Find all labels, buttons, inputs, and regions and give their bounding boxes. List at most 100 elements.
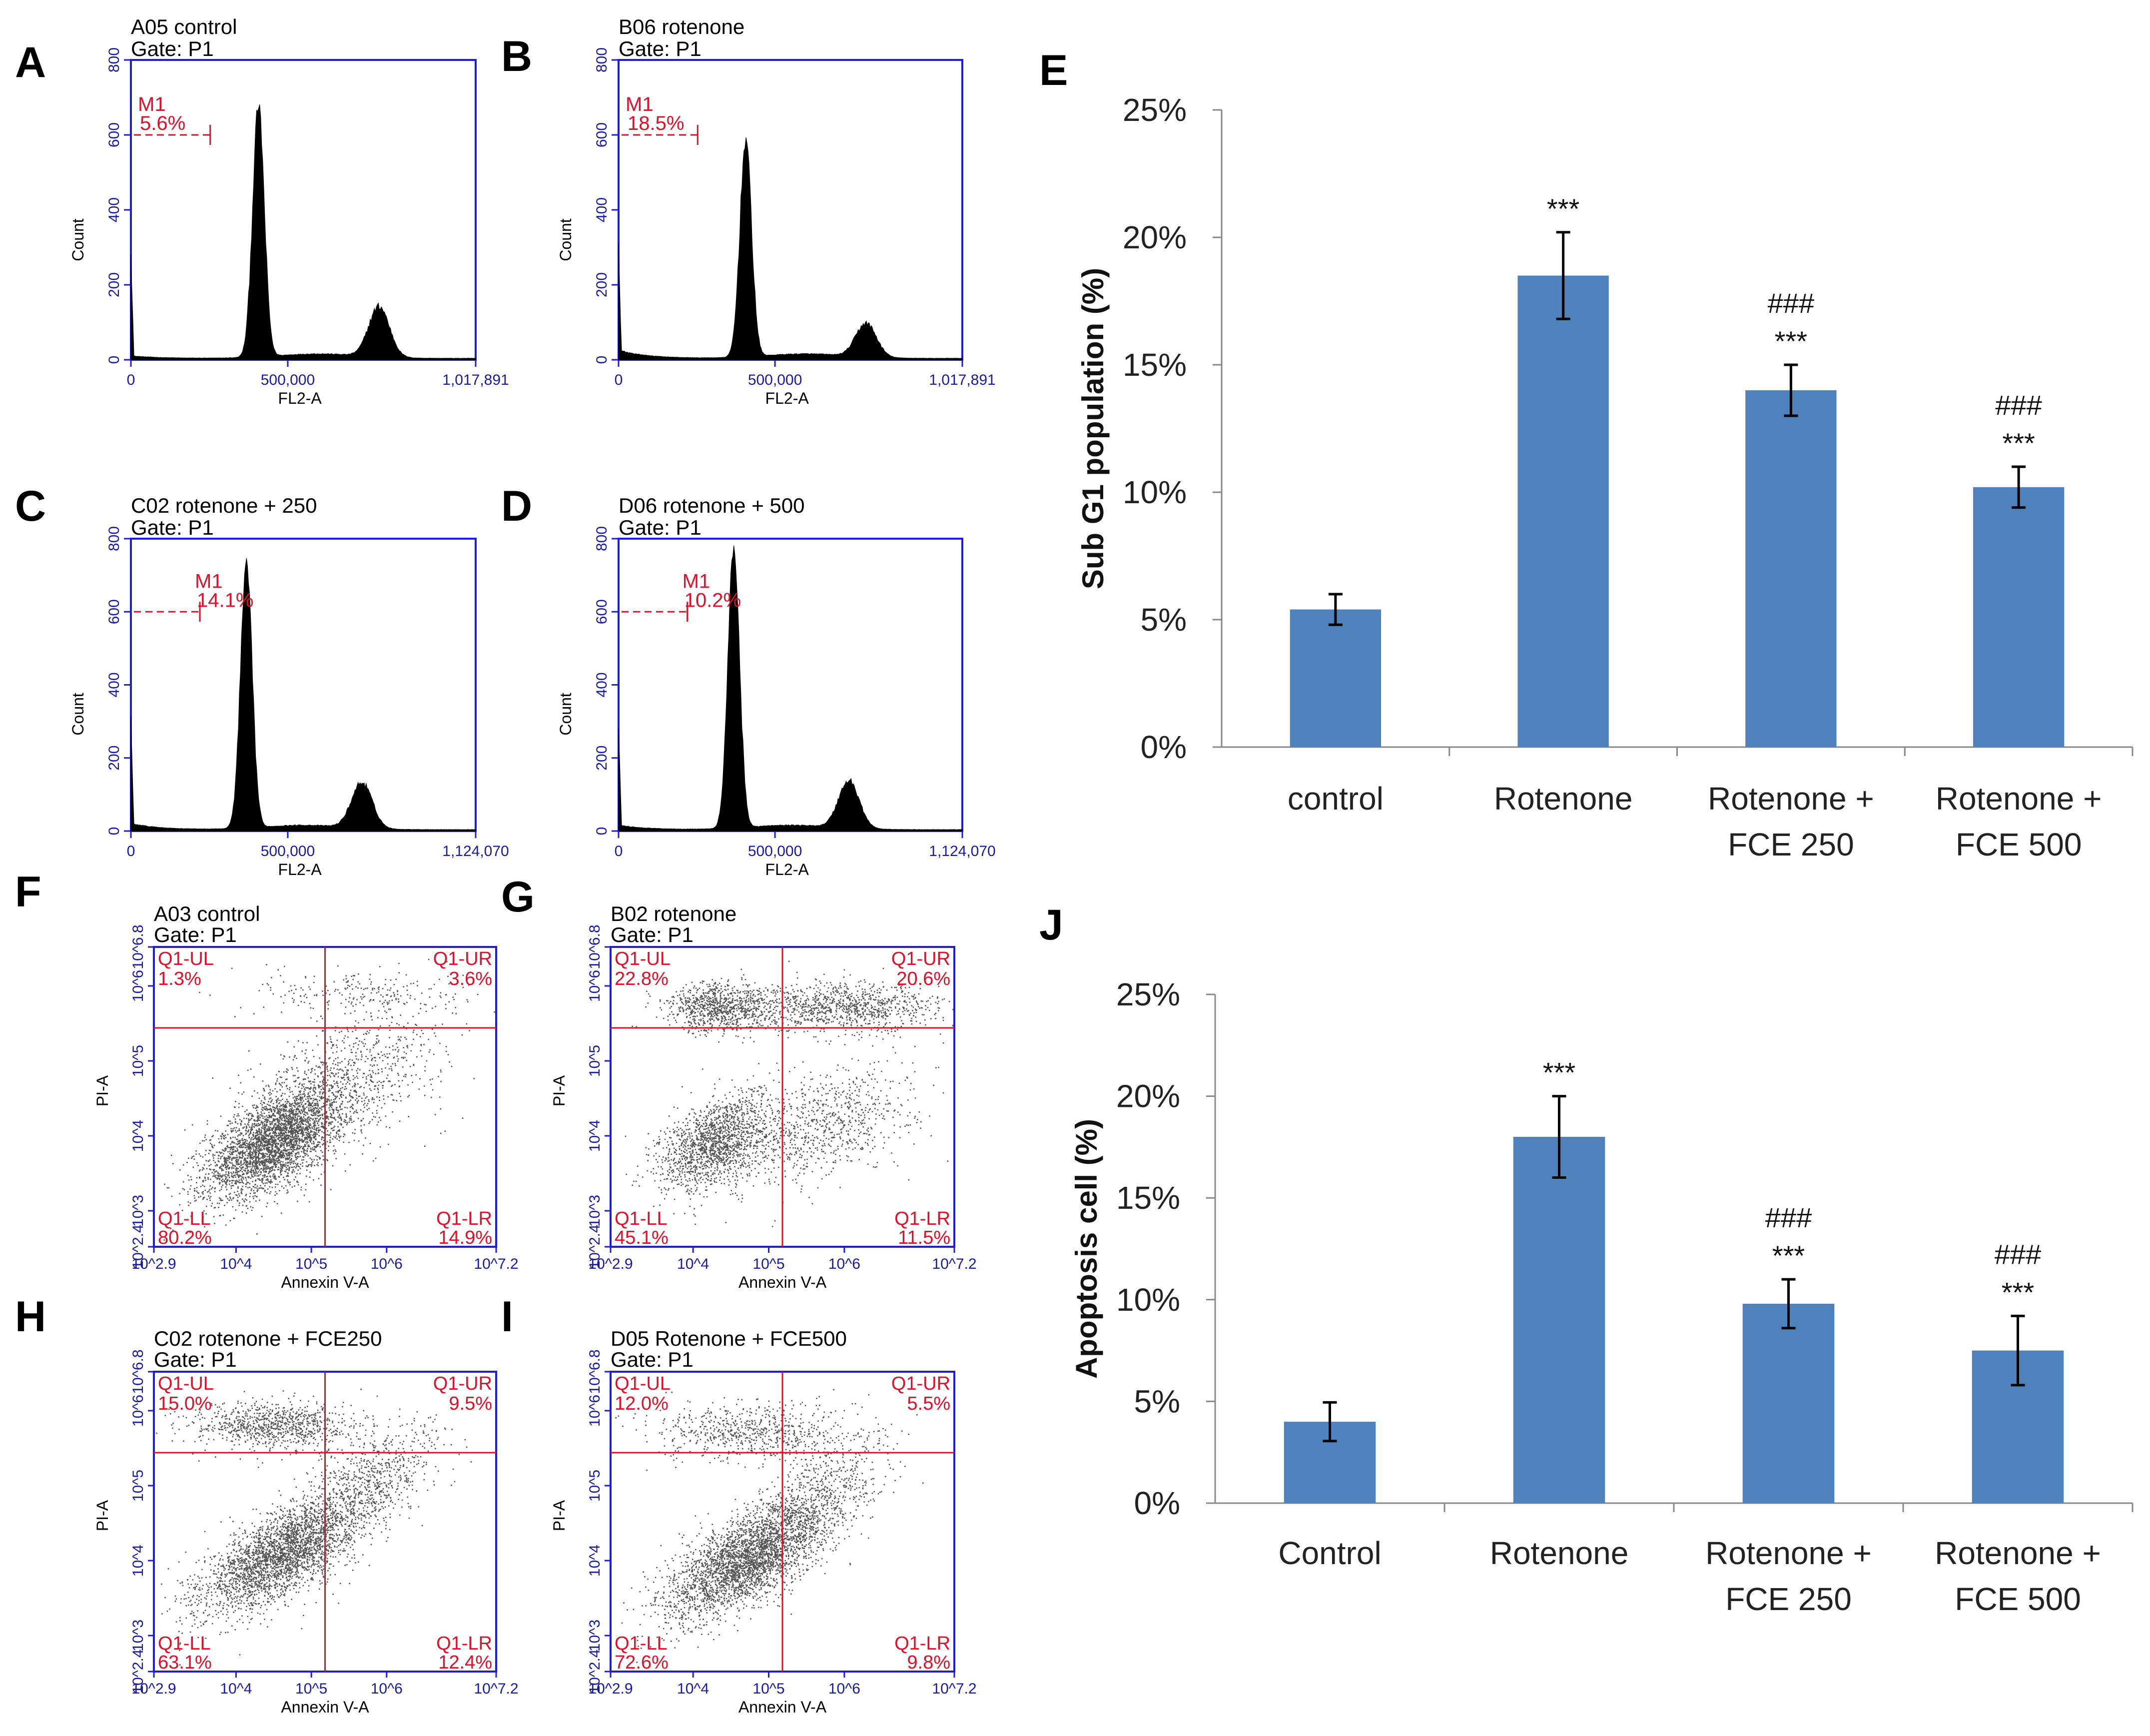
y-tick-label: 15%: [1123, 347, 1187, 383]
category-label: FCE 500: [1956, 827, 2082, 863]
x-tick-label: 10^7.2: [932, 1256, 976, 1272]
scatter-events: [625, 960, 954, 1227]
x-axis-label: Annexin V-A: [738, 1698, 827, 1716]
x-tick-label: 1,017,891: [442, 372, 509, 388]
category-label: Rotenone +: [1708, 781, 1874, 817]
y-axis-label: Count: [69, 693, 87, 736]
x-axis-label: FL2-A: [765, 861, 809, 878]
y-tick-label: 10^4: [130, 1545, 146, 1577]
y-tick-label: 25%: [1116, 976, 1180, 1012]
event-dots: [159, 958, 495, 1241]
quadrant-lr-name: Q1-LR: [894, 1208, 950, 1229]
quadrant-ur-name: Q1-UR: [433, 948, 492, 969]
event-dots: [625, 960, 954, 1227]
x-tick-label: 10^2.9: [588, 1256, 633, 1272]
category-label: FCE 250: [1725, 1581, 1852, 1617]
bar: [1745, 390, 1837, 747]
quadrant-ur-value: 3.6%: [449, 968, 492, 989]
quadrant-ll-value: 45.1%: [615, 1227, 669, 1248]
quadrant-ll-name: Q1-LL: [158, 1208, 211, 1229]
y-axis-label: Count: [557, 218, 575, 261]
quadrant-ur-name: Q1-UR: [891, 948, 950, 969]
y-tick-label: 800: [594, 526, 610, 551]
significance-marker: ###: [1995, 1238, 2041, 1270]
x-tick-label: 10^5: [295, 1256, 327, 1272]
y-tick-label: 10^6.8: [587, 1349, 603, 1394]
panel-letter: A: [15, 38, 46, 86]
y-tick-label: 5%: [1141, 602, 1187, 638]
panel-letter: B: [501, 32, 532, 80]
marker-name: M1: [138, 93, 166, 115]
x-tick-label: 10^2.9: [131, 1681, 176, 1697]
y-axis-label: Count: [69, 218, 87, 261]
x-tick-label: 10^5: [752, 1256, 784, 1272]
y-tick-label: 10^6.8: [587, 924, 603, 969]
quadrant-lr-value: 12.4%: [438, 1652, 492, 1673]
dotplot-title: B02 rotenone: [611, 902, 736, 925]
x-tick-label: 10^7.2: [474, 1681, 518, 1697]
x-tick-label: 0: [127, 843, 135, 860]
marker-value: 18.5%: [628, 112, 684, 134]
gate-label: Gate: P1: [131, 37, 214, 60]
quadrant-ur-name: Q1-UR: [891, 1373, 950, 1394]
x-tick-label: 10^5: [752, 1681, 784, 1697]
quadrant-ul-value: 1.3%: [158, 968, 201, 989]
category-label: Rotenone: [1494, 781, 1633, 817]
category-label: Rotenone +: [1705, 1535, 1872, 1571]
quadrant-ll-value: 72.6%: [615, 1652, 669, 1673]
x-tick-label: 10^2.9: [588, 1681, 633, 1697]
y-tick-label: 200: [106, 272, 122, 297]
quadrant-ul-name: Q1-UL: [615, 1373, 671, 1394]
quadrant-ur-name: Q1-UR: [433, 1373, 492, 1394]
bar: [1513, 1137, 1605, 1503]
scatter-events: [156, 1389, 472, 1666]
category-label: control: [1288, 781, 1384, 817]
gate-label: Gate: P1: [619, 37, 702, 60]
y-tick-label: 10^4: [587, 1545, 603, 1577]
histogram-bars: [130, 558, 476, 832]
x-tick-label: 10^6: [828, 1681, 860, 1697]
y-tick-label: 10^3: [587, 1195, 603, 1227]
panel-letter: G: [501, 873, 535, 921]
y-tick-label: 10^4: [587, 1120, 603, 1152]
gate-label: Gate: P1: [611, 1348, 694, 1371]
y-tick-label: 10%: [1123, 474, 1187, 510]
y-tick-label: 400: [106, 672, 122, 697]
category-label: Control: [1278, 1535, 1381, 1571]
y-tick-label: 0%: [1134, 1485, 1181, 1521]
y-tick-label: 200: [594, 272, 610, 297]
plot-frame: [130, 59, 477, 361]
category-label: Rotenone: [1490, 1535, 1629, 1571]
y-tick-label: 200: [594, 746, 610, 771]
x-tick-label: 10^2.9: [131, 1256, 176, 1272]
x-axis-label: FL2-A: [278, 389, 322, 407]
quadrant-ur-value: 9.5%: [449, 1393, 492, 1414]
quadrant-ll-value: 80.2%: [158, 1227, 212, 1248]
y-axis-label: Count: [557, 693, 575, 736]
plot-frame: [618, 59, 963, 361]
plot-frame: [618, 538, 963, 832]
y-tick-label: 10^2.4: [587, 1649, 603, 1694]
significance-marker: ***: [2002, 1276, 2034, 1308]
histogram-title: D06 rotenone + 500: [619, 494, 804, 517]
category-label: FCE 500: [1955, 1581, 2081, 1617]
y-tick-label: 10^6.8: [130, 1349, 146, 1394]
quadrant-ll-value: 63.1%: [158, 1652, 212, 1673]
y-tick-label: 10^2.4: [587, 1224, 603, 1269]
significance-marker: ***: [1772, 1240, 1805, 1271]
marker-name: M1: [626, 93, 654, 115]
histogram-bars: [618, 137, 963, 360]
panel-letter: J: [1039, 901, 1063, 949]
histogram-bars: [130, 104, 476, 360]
significance-marker: ###: [1768, 287, 1814, 319]
y-tick-label: 10%: [1116, 1282, 1180, 1318]
y-tick-label: 800: [594, 47, 610, 72]
y-tick-label: 10^2.4: [130, 1649, 146, 1694]
y-tick-label: 600: [106, 599, 122, 624]
quadrant-ll-name: Q1-LL: [158, 1633, 211, 1654]
x-tick-label: 1,124,070: [442, 843, 509, 860]
x-axis-label: Annexin V-A: [281, 1273, 369, 1291]
